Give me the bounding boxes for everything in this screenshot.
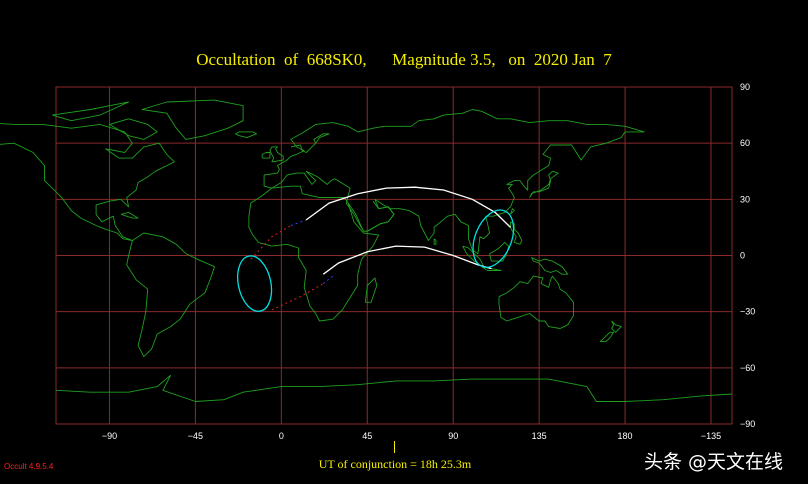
axis-ticks: −90 −45 0 45 90 135 180 −135 90 60 30 0 −30 −60 −90 <box>102 82 755 441</box>
coastline-antarctica <box>55 374 733 402</box>
lat-tick-label: −90 <box>740 419 755 429</box>
lon-tick-label: 180 <box>618 431 633 441</box>
coastline-ireland <box>261 152 271 159</box>
lon-tick-label: 90 <box>448 431 458 441</box>
coastline-japan <box>529 170 559 198</box>
coastline-arabia <box>347 200 395 232</box>
coastline-britain <box>269 146 284 163</box>
watermark: 头条 @天文在线 <box>644 451 784 473</box>
limb-circle-west <box>237 255 273 312</box>
lon-tick-label: −90 <box>102 431 117 441</box>
graticule <box>55 86 733 425</box>
coastlines <box>0 99 733 402</box>
path-north-limit <box>305 186 511 228</box>
lon-tick-label: 45 <box>362 431 372 441</box>
coastline-arctic-islands <box>52 101 130 122</box>
lon-tick-label: −45 <box>188 431 203 441</box>
coastline-taiwan <box>510 208 515 215</box>
coastline-new-guinea <box>531 256 569 275</box>
coastline-eurasia <box>263 109 645 255</box>
path-extension-north-red <box>250 225 292 260</box>
coastline-australia <box>498 275 574 329</box>
coastline-sri-lanka <box>433 238 437 245</box>
coastline-new-zealand-n <box>611 320 622 333</box>
path-extension-south-blue <box>322 275 334 284</box>
coastline-philippines <box>510 221 523 245</box>
chart-title: Occultation of 668SK0, Magnitude 3.5, on… <box>196 50 612 69</box>
lat-tick-label: 0 <box>740 251 745 261</box>
lon-tick-label: 135 <box>532 431 547 441</box>
lat-tick-label: −60 <box>740 363 755 373</box>
coastline-scandinavia <box>290 133 330 153</box>
coastline-madagascar <box>364 277 378 303</box>
software-version: Occult 4.9.5.4 <box>4 462 54 471</box>
coastline-south-america <box>126 232 215 358</box>
lat-tick-label: −30 <box>740 307 755 317</box>
limb-circle-east <box>472 209 515 268</box>
path-extension-north-blue <box>290 219 307 226</box>
ut-conjunction-label: UT of conjunction = 18h 25.3m <box>318 457 472 471</box>
path-extension-south-red <box>271 283 324 311</box>
conjunction-marker <box>394 441 395 453</box>
coastline-baffin <box>109 118 158 140</box>
coastline-new-zealand-s <box>599 331 615 343</box>
path-south-limit <box>322 245 492 275</box>
coastline-north-america <box>0 123 175 241</box>
lat-tick-label: 90 <box>740 82 750 92</box>
lat-tick-label: 60 <box>740 138 750 148</box>
coastline-cuba <box>120 211 139 219</box>
coastline-iceland <box>235 131 257 139</box>
lon-tick-label: 0 <box>279 431 284 441</box>
coastline-greenland <box>141 99 244 140</box>
occultation-path <box>237 186 515 312</box>
coastline-borneo <box>489 241 510 262</box>
lon-tick-label: −135 <box>701 431 721 441</box>
lat-tick-label: 30 <box>740 194 750 204</box>
coastline-africa <box>248 185 380 322</box>
